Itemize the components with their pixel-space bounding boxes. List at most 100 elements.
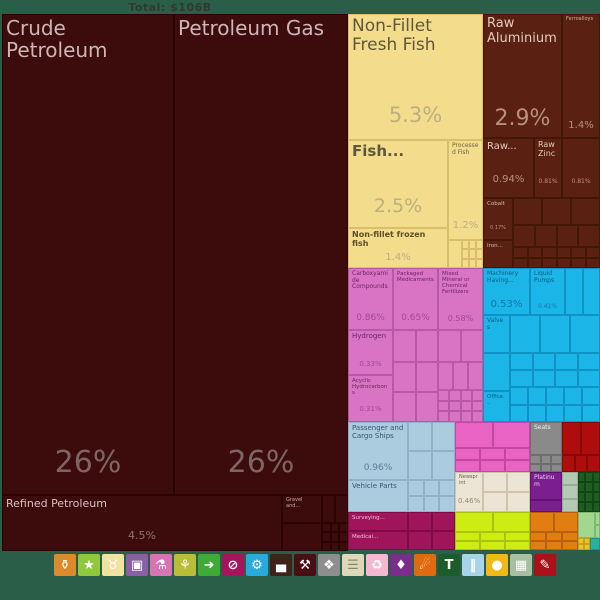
grid-metals-c-cell[interactable] [571, 257, 586, 268]
cell-newsprint[interactable]: Newsprint 0.46% [455, 472, 483, 512]
grid-metals-c-cell[interactable] [556, 257, 571, 268]
grid-darkred-a-cell[interactable] [562, 422, 581, 455]
grid-metals-b-cell[interactable] [534, 225, 557, 247]
grid-ships-a-cell[interactable] [431, 451, 455, 480]
grid-chem-c-cell[interactable] [468, 362, 483, 390]
grid-machines-d-cell[interactable] [546, 404, 564, 422]
grid-palegreen-a-cell[interactable] [562, 485, 578, 499]
wheat-icon[interactable]: ⚘ [174, 554, 196, 576]
grid-chem-d-cell[interactable] [438, 390, 450, 401]
grid-metals-c-cell[interactable] [513, 247, 528, 258]
grid-darkgreen-a-cell[interactable] [585, 502, 593, 512]
grid-mineral-b-cell[interactable] [282, 523, 322, 551]
grid-chem-d-cell[interactable] [449, 411, 461, 422]
grid-chem-a-cell[interactable] [438, 330, 461, 362]
grid-darkgreen-a-cell[interactable] [578, 482, 586, 492]
grid-darkred-b-cell[interactable] [587, 455, 600, 472]
grid-darkgreen-a-cell[interactable] [578, 502, 586, 512]
grid-instruments-a-cell[interactable] [431, 512, 455, 531]
tshirt-icon[interactable]: T [438, 554, 460, 576]
grid-instruments-a-cell[interactable] [408, 512, 432, 531]
cell-refined-petroleum[interactable]: Refined Petroleum 4.5% [2, 495, 282, 551]
grid-gold-a-cell[interactable] [578, 544, 584, 550]
cell-cobalt[interactable]: Cobalt 0.17% [483, 198, 513, 240]
gem-icon[interactable]: ♦ [390, 554, 412, 576]
grid-mineral-c-cell[interactable] [339, 532, 348, 542]
grid-machines-d-cell[interactable] [528, 404, 546, 422]
grid-machines-c-cell[interactable] [577, 353, 600, 370]
grid-chem-a-cell[interactable] [460, 330, 483, 362]
cage-icon[interactable]: ▦ [510, 554, 532, 576]
rock-icon[interactable]: ❖ [318, 554, 340, 576]
grid-orange-b-cell[interactable] [562, 532, 578, 541]
grid-mineral-c-cell[interactable] [330, 523, 340, 533]
grid-metals-c-cell[interactable] [542, 257, 557, 268]
grid-darkgreen-a-cell[interactable] [592, 472, 600, 482]
grid-machines-b-cell[interactable] [510, 315, 540, 353]
grid-machines-b-cell[interactable] [540, 315, 570, 353]
cell-raw-aluminium[interactable]: Raw Aluminium 2.9% [483, 14, 562, 138]
grid-fish-b-cell[interactable] [476, 249, 483, 259]
bottle-icon[interactable]: ⚱ [54, 554, 76, 576]
grid-metals-c-cell[interactable] [527, 247, 542, 258]
cell-vehicle-parts[interactable]: Vehicle Parts [348, 480, 408, 512]
cell-processed-fish[interactable]: Processed Fish 1.2% [448, 140, 483, 240]
grid-textiles-a-cell[interactable] [492, 422, 530, 448]
grid-chem-d-cell[interactable] [460, 411, 472, 422]
pickaxe-icon[interactable]: ⚒ [294, 554, 316, 576]
grid-mineral-c-cell[interactable] [322, 541, 331, 551]
cow-icon[interactable]: ♉ [102, 554, 124, 576]
grid-machines-d-cell[interactable] [546, 387, 564, 405]
grid-palegreen-a-cell[interactable] [562, 472, 578, 486]
cell-non-fillet-frozen-fish[interactable]: Non-fillet frozen fish 1.4% [348, 228, 448, 268]
cell-acyclic-hydrocarbons[interactable]: Acyclic Hydrocarbons 0.31% [348, 375, 393, 422]
grid-chem-d-cell[interactable] [449, 390, 461, 401]
grid-machines-d-cell[interactable] [564, 404, 582, 422]
grid-metals-c-cell[interactable] [527, 257, 542, 268]
grid-ships-b-cell[interactable] [423, 496, 440, 512]
grid-darkgreen-a-cell[interactable] [592, 482, 600, 492]
grid-machines-d-cell[interactable] [564, 387, 582, 405]
cell-valves[interactable]: Valves [483, 315, 510, 353]
grid-chem-d-cell[interactable] [471, 400, 483, 412]
grid-orange-b-cell[interactable] [530, 541, 546, 550]
scroll-icon[interactable]: ☰ [342, 554, 364, 576]
grid-chem-d-cell[interactable] [460, 400, 472, 412]
grid-machines-c-cell[interactable] [555, 353, 578, 370]
cell-metals-small[interactable]: 0.81% [562, 138, 600, 198]
cell-liquid-pumps[interactable]: Liquid Pumps 0.41% [530, 268, 565, 315]
grid-mineral-c-cell[interactable] [330, 541, 340, 551]
cell-raw-zinc[interactable]: Raw Zinc 0.81% [534, 138, 562, 198]
grid-machines-d-cell[interactable] [510, 404, 528, 422]
grid-instruments-a-cell[interactable] [431, 531, 455, 550]
grid-ships-a-cell[interactable] [408, 422, 432, 451]
cell-ferroalloys[interactable]: Ferroalloys 1.4% [562, 14, 600, 138]
grid-platinum-a-cell[interactable] [530, 500, 562, 512]
cell-mixed-fertilizers[interactable]: Mixed Mineral or Chemical Fertilizers 0.5… [438, 268, 483, 330]
grid-mineral-c-cell[interactable] [339, 523, 348, 533]
grid-chem-d-cell[interactable] [471, 411, 483, 422]
grid-chem-b-cell[interactable] [393, 392, 416, 422]
cell-petroleum-gas[interactable]: Petroleum Gas 26% [174, 14, 348, 495]
grid-metals-c-cell[interactable] [585, 247, 600, 258]
cell-hydrogen[interactable]: Hydrogen 0.33% [348, 330, 393, 375]
grid-seats-a-cell[interactable] [530, 463, 541, 472]
grid-machines-b-cell[interactable] [570, 315, 600, 353]
grid-orange-b-cell[interactable] [546, 541, 562, 550]
cell-machinery-having[interactable]: Machinery Having... 0.53% [483, 268, 530, 315]
tomato-icon[interactable]: ● [486, 554, 508, 576]
cell-crude-petroleum[interactable]: Crude Petroleum 26% [2, 14, 174, 495]
falling-rocks-icon[interactable]: ☄ [414, 554, 436, 576]
grid-chem-b-cell[interactable] [415, 362, 438, 392]
grid-machines-a-cell[interactable] [565, 268, 583, 315]
grid-lightgreen-a-cell[interactable] [578, 512, 595, 538]
grid-seats-a-cell[interactable] [540, 463, 552, 472]
gears-icon[interactable]: ⚙ [246, 554, 268, 576]
grid-chem-d-cell[interactable] [449, 400, 461, 412]
grid-mineral-c-cell[interactable] [322, 523, 331, 533]
grid-machines-c-cell[interactable] [555, 370, 578, 387]
grid-metals-b-cell[interactable] [513, 225, 535, 247]
grid-ships-b-cell[interactable] [439, 496, 455, 512]
grid-gold-a-cell[interactable] [584, 544, 590, 550]
cell-carboxyamide-compounds[interactable]: Carboxyamide Compounds 0.86% [348, 268, 393, 330]
